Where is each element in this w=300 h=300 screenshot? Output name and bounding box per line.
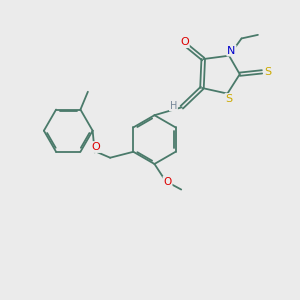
Text: N: N: [227, 46, 236, 56]
Text: H: H: [170, 100, 177, 110]
Text: S: S: [225, 94, 233, 104]
Text: O: O: [92, 142, 100, 152]
Text: O: O: [164, 177, 172, 187]
Text: S: S: [264, 67, 271, 77]
Text: O: O: [180, 37, 189, 47]
